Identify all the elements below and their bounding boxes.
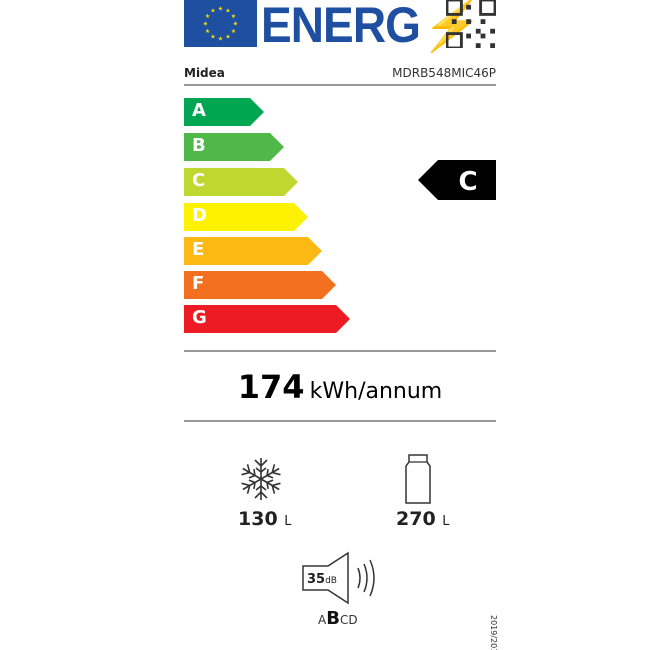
regulation-number: 2019/2016 bbox=[489, 615, 498, 650]
divider bbox=[184, 350, 496, 352]
freezer-volume: 130 L bbox=[238, 508, 292, 530]
consumption-value: 174 bbox=[237, 368, 305, 406]
energy-class-b: B bbox=[184, 133, 284, 161]
star-icon: ★ bbox=[205, 28, 210, 35]
noise-class-a: A bbox=[318, 613, 327, 627]
star-icon: ★ bbox=[231, 13, 236, 20]
noise-unit: dB bbox=[325, 576, 337, 586]
energy-class-f: F bbox=[184, 271, 336, 299]
speaker-icon: 35dB bbox=[302, 551, 375, 605]
fridge-volume: 270 L bbox=[396, 508, 450, 530]
energy-class-g: G bbox=[184, 305, 350, 333]
class-letter: C bbox=[192, 170, 206, 191]
freezer-unit: L bbox=[284, 514, 292, 529]
snowflake-icon bbox=[241, 458, 281, 500]
fridge-unit: L bbox=[442, 514, 450, 529]
model-number: MDRB548MIC46P bbox=[392, 66, 496, 80]
rating-arrow: C bbox=[418, 160, 496, 200]
class-letter: F bbox=[192, 273, 205, 294]
class-letter: G bbox=[192, 307, 207, 328]
star-icon: ★ bbox=[231, 28, 236, 35]
star-icon: ★ bbox=[218, 36, 223, 43]
class-letter: E bbox=[192, 239, 205, 260]
class-letter: B bbox=[192, 135, 206, 156]
star-icon: ★ bbox=[210, 8, 215, 15]
fridge-value: 270 bbox=[396, 508, 436, 530]
star-icon: ★ bbox=[203, 21, 208, 28]
energy-class-d: D bbox=[184, 203, 308, 231]
qr-code-icon[interactable] bbox=[446, 0, 496, 48]
consumption-unit: kWh/annum bbox=[309, 379, 443, 404]
energy-class-c: C bbox=[184, 168, 298, 196]
freezer-value: 130 bbox=[238, 508, 278, 530]
divider bbox=[184, 420, 496, 422]
noise-class-cd: CD bbox=[339, 613, 358, 627]
eu-flag-icon: ★ ★★★★★★★★★★★ bbox=[184, 0, 257, 47]
noise-class-active: B bbox=[326, 608, 340, 629]
energy-class-e: E bbox=[184, 237, 322, 265]
brand-name: Midea bbox=[184, 66, 225, 80]
divider bbox=[184, 84, 496, 86]
logo-text: ENERG bbox=[261, 0, 421, 53]
energy-consumption: 174 kWh/annum bbox=[184, 368, 496, 406]
star-icon: ★ bbox=[210, 33, 215, 40]
energy-logo: ENERG⚡ bbox=[261, 0, 477, 55]
star-icon: ★ bbox=[225, 8, 230, 15]
energy-class-a: A bbox=[184, 98, 264, 126]
class-letter: A bbox=[192, 100, 206, 121]
class-letter: D bbox=[192, 205, 207, 226]
star-icon: ★ bbox=[233, 21, 238, 28]
star-icon: ★ bbox=[218, 6, 223, 13]
bottle-icon bbox=[405, 454, 431, 504]
star-icon: ★ bbox=[205, 13, 210, 20]
rating-letter: C bbox=[458, 167, 477, 197]
svg-text:35dB: 35dB bbox=[307, 572, 337, 587]
star-icon: ★ bbox=[225, 33, 230, 40]
noise-value: 35 bbox=[307, 572, 325, 587]
noise-class-scale: ABCD bbox=[318, 608, 358, 629]
